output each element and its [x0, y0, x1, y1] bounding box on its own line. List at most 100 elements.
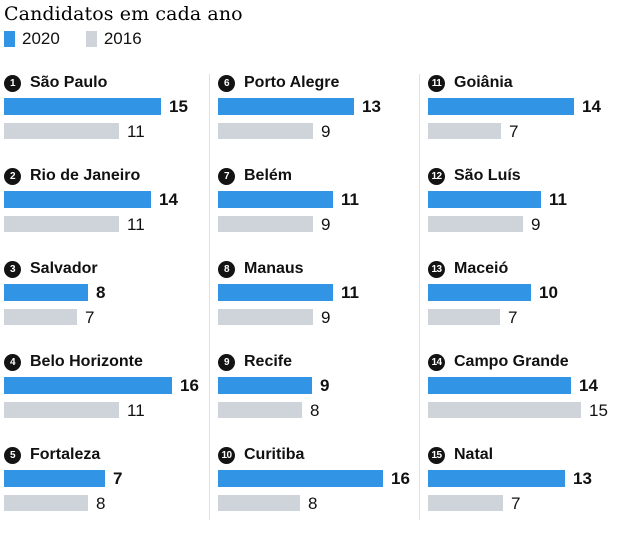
city-panel-header: 9 Recife: [218, 353, 419, 371]
bar-2016: [218, 309, 313, 325]
bar-row-2020: 11: [218, 191, 419, 208]
legend-item-2020: 2020: [4, 29, 60, 49]
value-2016: 9: [321, 214, 331, 234]
city-name: Belo Horizonte: [30, 353, 143, 370]
city-panel: 10 Curitiba 16 8: [218, 446, 419, 539]
value-2016: 8: [308, 493, 318, 513]
city-panel-header: 11 Goiânia: [428, 74, 630, 92]
bar-row-2016: 7: [428, 495, 630, 512]
bar-2016: [428, 402, 581, 418]
city-panel-header: 4 Belo Horizonte: [4, 353, 209, 371]
city-panel: 4 Belo Horizonte 16 11: [4, 353, 209, 446]
rank-badge: 13: [428, 260, 445, 278]
bar-row-2016: 11: [4, 121, 209, 141]
value-2016: 7: [85, 307, 95, 327]
chart-grid: 1 São Paulo 15 11 2 Rio de Janeiro 14 11…: [0, 74, 634, 527]
rank-badge: 6: [218, 74, 235, 92]
value-2016: 7: [509, 121, 519, 141]
value-2016: 11: [127, 400, 145, 420]
bar-row-2016: 8: [4, 493, 209, 513]
bar-2020: [4, 191, 151, 208]
value-2020: 11: [341, 283, 359, 302]
legend-swatch-2020: [4, 31, 15, 47]
bar-row-2016: 9: [218, 123, 419, 140]
chart-column-1: 1 São Paulo 15 11 2 Rio de Janeiro 14 11…: [0, 74, 210, 520]
bar-2020: [428, 377, 571, 394]
city-panel: 1 São Paulo 15 11: [4, 74, 209, 167]
city-name: Recife: [244, 353, 293, 370]
city-name: Maceió: [454, 260, 509, 277]
value-2016: 9: [321, 307, 331, 327]
bar-row-2020: 15: [4, 98, 209, 115]
city-panel-header: 12 São Luís: [428, 167, 630, 185]
value-2020: 10: [539, 283, 558, 302]
city-panel-header: 5 Fortaleza: [4, 446, 209, 464]
city-panel: 6 Porto Alegre 13 9: [218, 74, 419, 167]
chart-title: Candidatos em cada ano: [4, 3, 243, 25]
value-2020: 7: [113, 469, 123, 488]
value-2020: 9: [320, 376, 330, 395]
bar-2020: [218, 191, 333, 208]
city-panel: 5 Fortaleza 7 8: [4, 446, 209, 539]
city-panel: 15 Natal 13 7: [428, 446, 630, 539]
bar-row-2020: 13: [428, 470, 630, 487]
city-panel-header: 13 Maceió: [428, 260, 630, 278]
rank-badge: 15: [428, 446, 445, 464]
bar-row-2020: 9: [218, 377, 419, 394]
bar-row-2020: 8: [4, 284, 209, 301]
value-2016: 11: [127, 121, 145, 141]
bar-row-2016: 9: [218, 307, 419, 327]
legend-swatch-2016: [85, 31, 97, 47]
bar-row-2020: 10: [428, 284, 630, 301]
bar-row-2020: 11: [218, 284, 419, 301]
city-panel: 11 Goiânia 14 7: [428, 74, 630, 167]
value-2016: 8: [96, 493, 106, 513]
city-name: Manaus: [244, 260, 304, 277]
rank-badge: 7: [218, 167, 235, 185]
bar-2016: [4, 123, 119, 139]
value-2016: 15: [589, 400, 608, 420]
bar-row-2016: 7: [4, 307, 209, 327]
value-2020: 11: [341, 190, 359, 209]
value-2020: 14: [159, 190, 178, 209]
value-2016: 7: [508, 307, 518, 327]
chart-legend: 2020 2016: [4, 29, 168, 49]
city-name: Fortaleza: [30, 446, 101, 463]
bar-row-2020: 16: [4, 377, 209, 394]
rank-badge: 5: [4, 446, 21, 464]
value-2020: 14: [579, 376, 598, 395]
rank-badge: 2: [4, 167, 21, 185]
bar-row-2016: 9: [218, 214, 419, 234]
bar-2020: [218, 98, 354, 115]
city-panel: 12 São Luís 11 9: [428, 167, 630, 260]
bar-row-2016: 15: [428, 400, 630, 420]
legend-label-2016: 2016: [103, 29, 142, 48]
city-name: Curitiba: [244, 446, 305, 463]
bar-row-2016: 11: [4, 400, 209, 420]
city-panel: 2 Rio de Janeiro 14 11: [4, 167, 209, 260]
value-2020: 14: [582, 97, 601, 116]
city-panel-header: 1 São Paulo: [4, 74, 209, 92]
bar-row-2016: 8: [218, 402, 419, 419]
city-name: São Luís: [454, 167, 521, 184]
value-2016: 11: [127, 214, 145, 234]
bar-2016: [428, 309, 500, 325]
city-panel-header: 6 Porto Alegre: [218, 74, 419, 92]
city-name: Porto Alegre: [244, 74, 340, 91]
chart-column-2: 6 Porto Alegre 13 9 7 Belém 11 9 8 Manau…: [210, 74, 420, 520]
bar-row-2020: 13: [218, 98, 419, 115]
bar-2020: [428, 98, 574, 115]
legend-item-2016: 2016: [85, 29, 142, 49]
city-panel-header: 10 Curitiba: [218, 446, 419, 464]
city-panel: 7 Belém 11 9: [218, 167, 419, 260]
rank-badge: 10: [218, 446, 235, 464]
city-panel: 13 Maceió 10 7: [428, 260, 630, 353]
bar-row-2016: 7: [428, 307, 630, 327]
bar-row-2020: 11: [428, 191, 630, 208]
bar-2020: [4, 470, 105, 487]
bar-2016: [428, 495, 503, 511]
bar-2020: [218, 377, 312, 394]
value-2020: 16: [180, 376, 199, 395]
city-name: Goiânia: [454, 74, 513, 91]
bar-row-2016: 8: [218, 493, 419, 513]
